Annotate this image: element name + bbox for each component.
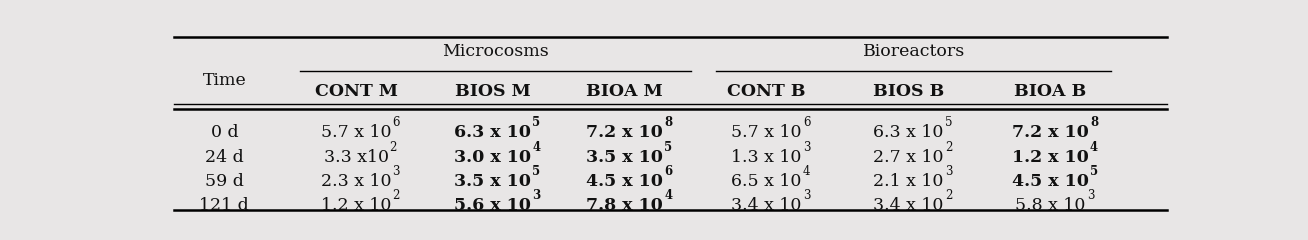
Text: 121 d: 121 d [199, 197, 250, 214]
Text: 1.3 x 10: 1.3 x 10 [731, 149, 802, 166]
Text: Time: Time [203, 72, 246, 89]
Text: 2: 2 [944, 141, 952, 154]
Text: 3: 3 [532, 189, 540, 202]
Text: 5: 5 [944, 116, 952, 129]
Text: 3.4 x 10: 3.4 x 10 [731, 197, 802, 214]
Text: 6: 6 [392, 116, 400, 129]
Text: 3: 3 [803, 189, 811, 202]
Text: 6.3 x 10: 6.3 x 10 [454, 124, 531, 141]
Text: 2: 2 [944, 189, 952, 202]
Text: CONT M: CONT M [315, 83, 398, 100]
Text: 4.5 x 10: 4.5 x 10 [1012, 173, 1090, 190]
Text: 3: 3 [944, 165, 952, 178]
Text: 2.1 x 10: 2.1 x 10 [874, 173, 944, 190]
Text: 2.3 x 10: 2.3 x 10 [320, 173, 391, 190]
Text: 4.5 x 10: 4.5 x 10 [586, 173, 663, 190]
Text: 5.7 x 10: 5.7 x 10 [320, 124, 391, 141]
Text: 6: 6 [803, 116, 811, 129]
Text: 5: 5 [664, 141, 672, 154]
Text: 4: 4 [664, 189, 672, 202]
Text: 0 d: 0 d [211, 124, 238, 141]
Text: 5: 5 [532, 116, 540, 129]
Text: 1.2 x 10: 1.2 x 10 [320, 197, 391, 214]
Text: 3.5 x 10: 3.5 x 10 [586, 149, 663, 166]
Text: 3: 3 [803, 141, 811, 154]
Text: 1.2 x 10: 1.2 x 10 [1012, 149, 1090, 166]
Text: 5.7 x 10: 5.7 x 10 [731, 124, 802, 141]
Text: 6.5 x 10: 6.5 x 10 [731, 173, 802, 190]
Text: 2.7 x 10: 2.7 x 10 [874, 149, 944, 166]
Text: Bioreactors: Bioreactors [862, 43, 965, 60]
Text: 5.8 x 10: 5.8 x 10 [1015, 197, 1086, 214]
Text: 6: 6 [664, 165, 672, 178]
Text: Microcosms: Microcosms [442, 43, 549, 60]
Text: 3.3 x10: 3.3 x10 [323, 149, 388, 166]
Text: 8: 8 [1090, 116, 1097, 129]
Text: 5: 5 [532, 165, 540, 178]
Text: 4: 4 [803, 165, 811, 178]
Text: 24 d: 24 d [205, 149, 243, 166]
Text: 4: 4 [532, 141, 540, 154]
Text: 3.5 x 10: 3.5 x 10 [454, 173, 531, 190]
Text: 5: 5 [1090, 165, 1099, 178]
Text: 5.6 x 10: 5.6 x 10 [454, 197, 531, 214]
Text: BIOA B: BIOA B [1015, 83, 1087, 100]
Text: BIOA M: BIOA M [586, 83, 663, 100]
Text: 3: 3 [392, 165, 400, 178]
Text: BIOS B: BIOS B [872, 83, 944, 100]
Text: CONT B: CONT B [727, 83, 806, 100]
Text: 3.0 x 10: 3.0 x 10 [454, 149, 531, 166]
Text: BIOS M: BIOS M [455, 83, 531, 100]
Text: 7.2 x 10: 7.2 x 10 [1012, 124, 1090, 141]
Text: 3: 3 [1087, 189, 1095, 202]
Text: 7.2 x 10: 7.2 x 10 [586, 124, 663, 141]
Text: 7.8 x 10: 7.8 x 10 [586, 197, 663, 214]
Text: 2: 2 [390, 141, 398, 154]
Text: 3.4 x 10: 3.4 x 10 [874, 197, 944, 214]
Text: 59 d: 59 d [205, 173, 243, 190]
Text: 6.3 x 10: 6.3 x 10 [874, 124, 944, 141]
Text: 8: 8 [664, 116, 672, 129]
Text: 2: 2 [392, 189, 400, 202]
Text: 4: 4 [1090, 141, 1097, 154]
